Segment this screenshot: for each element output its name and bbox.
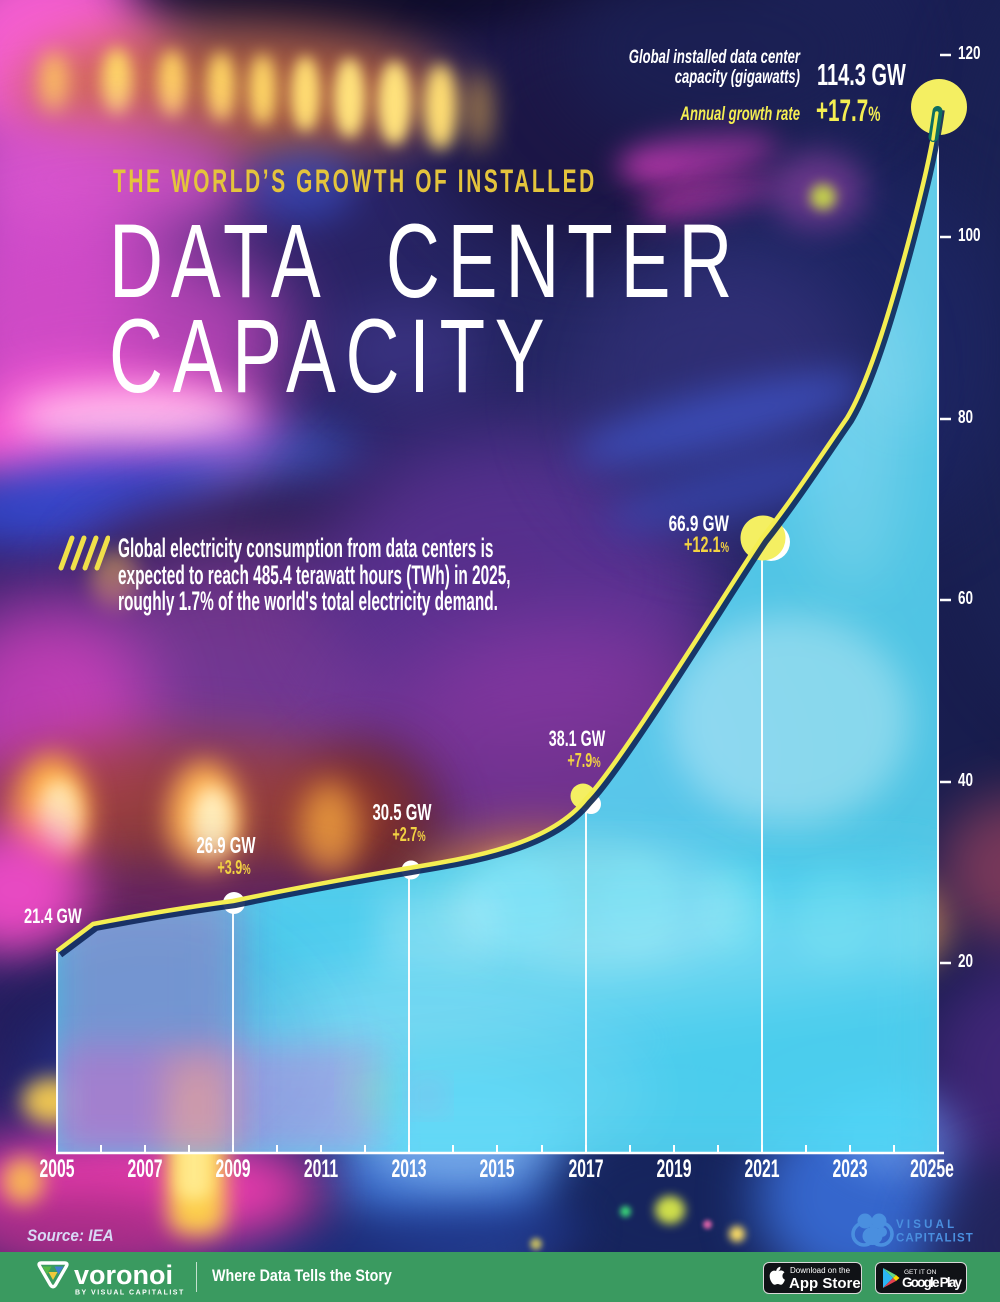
svg-text:GET IT ON: GET IT ON bbox=[904, 1269, 937, 1276]
svg-text:App Store: App Store bbox=[789, 1275, 861, 1292]
svg-text:BY VISUAL CAPITALIST: BY VISUAL CAPITALIST bbox=[75, 1290, 185, 1297]
svg-text:CAPITALIST: CAPITALIST bbox=[896, 1233, 974, 1245]
svg-text:VISUAL: VISUAL bbox=[896, 1219, 957, 1231]
svg-text:Download on the: Download on the bbox=[790, 1266, 851, 1275]
svg-text:Google Play: Google Play bbox=[902, 1275, 962, 1290]
svg-text:voronoi: voronoi bbox=[74, 1260, 173, 1290]
